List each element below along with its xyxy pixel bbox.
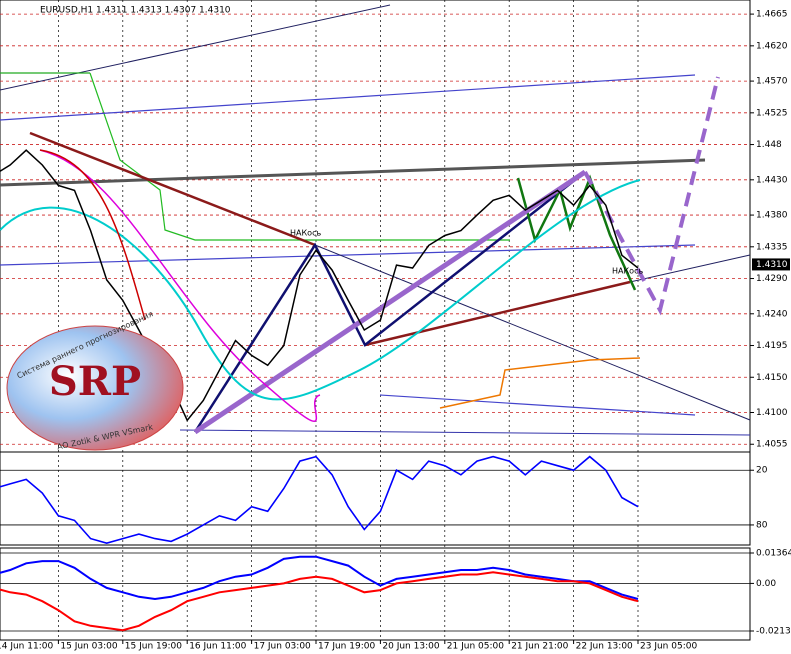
y-tick-label: 1.4570 bbox=[756, 77, 788, 87]
series-line bbox=[0, 455, 639, 545]
y-tick-label: 1.4150 bbox=[756, 373, 788, 383]
grid-layer bbox=[0, 0, 750, 640]
y-tick-label: 1.4290 bbox=[756, 274, 788, 284]
y-tick-label: 0.01364 bbox=[756, 548, 791, 558]
y-tick-label: 1.4195 bbox=[756, 341, 788, 351]
logo: SRP Система раннего прогнозирования AO Z… bbox=[6, 309, 184, 452]
x-tick-label: 23 Jun 05:00 bbox=[640, 642, 697, 652]
y-tick-label: 1.4620 bbox=[756, 41, 788, 51]
y-tick-label: 1.4525 bbox=[756, 108, 788, 118]
series-line bbox=[0, 571, 639, 632]
series-line bbox=[0, 555, 639, 601]
x-tick-label: 21 Jun 05:00 bbox=[447, 642, 504, 652]
y-tick-label: 1.448 bbox=[756, 140, 782, 150]
y-tick-label: 1.4380 bbox=[756, 211, 788, 221]
pane-borders bbox=[0, 0, 751, 641]
y-tick-label: -0.02134 bbox=[756, 626, 791, 636]
x-tick-label: 21 Jun 21:00 bbox=[511, 642, 568, 652]
series-layer bbox=[0, 149, 639, 632]
annotation: НАКось bbox=[612, 267, 643, 276]
series-line bbox=[0, 149, 639, 422]
x-tick-label: 22 Jun 13:00 bbox=[576, 642, 633, 652]
y-tick-label: 20 bbox=[756, 466, 768, 476]
plot-background bbox=[0, 0, 750, 640]
y-tick-label: 0.00 bbox=[756, 579, 776, 589]
x-tick-label: 14 Jun 11:00 bbox=[0, 642, 53, 652]
y-tick-label: 1.4335 bbox=[756, 242, 788, 252]
annotation: НАКось bbox=[290, 229, 321, 238]
current-price-box bbox=[752, 258, 790, 271]
y-tick-label: 80 bbox=[756, 520, 768, 530]
y-tick-label: 1.4055 bbox=[756, 440, 788, 450]
x-tick-label: 17 Jun 03:00 bbox=[254, 642, 311, 652]
trend-lines bbox=[0, 4, 751, 436]
chart-title: EURUSD,H1 1.4311 1.4313 1.4307 1.4310 bbox=[40, 6, 231, 16]
x-tick-label: 15 Jun 19:00 bbox=[125, 642, 182, 652]
y-tick-label: 1.4665 bbox=[756, 10, 788, 20]
y-tick-label: 1.4100 bbox=[756, 408, 788, 418]
x-tick-label: 15 Jun 03:00 bbox=[60, 642, 117, 652]
x-tick-label: 16 Jun 11:00 bbox=[189, 642, 246, 652]
y-tick-label: 1.4430 bbox=[756, 175, 788, 185]
current-price-label: 1.4310 bbox=[756, 260, 788, 270]
logo-title: SRP bbox=[49, 358, 141, 405]
y-tick-label: 1.4240 bbox=[756, 309, 788, 319]
x-tick-label: 17 Jun 19:00 bbox=[318, 642, 375, 652]
x-tick-label: 20 Jun 13:00 bbox=[382, 642, 439, 652]
